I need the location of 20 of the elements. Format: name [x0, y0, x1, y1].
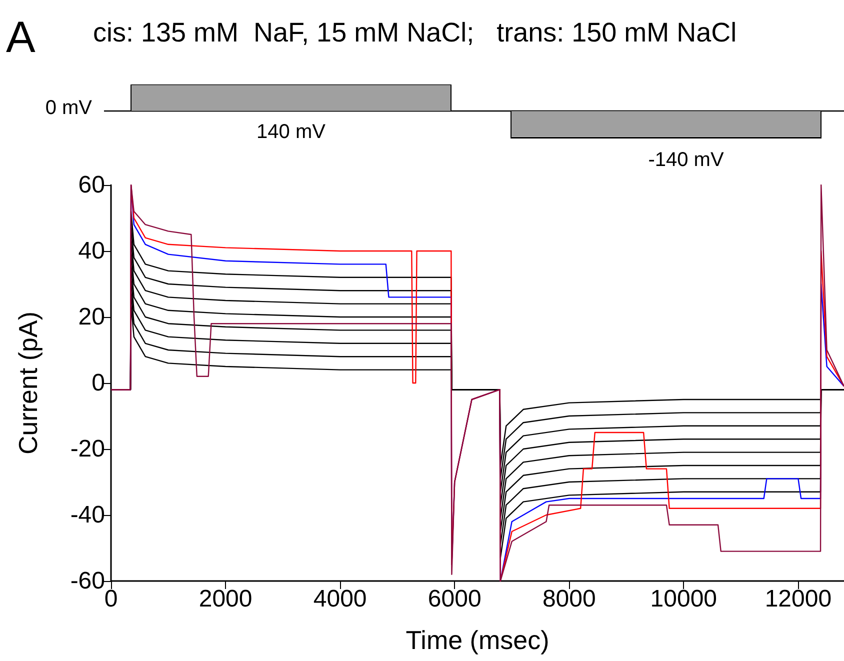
- chart-title: cis: 135 mM NaF, 15 mM NaCl; trans: 150 mM NaCl: [93, 18, 737, 48]
- y-tick-label: 0: [92, 370, 105, 396]
- x-tick-label: 4000: [313, 586, 367, 612]
- y-tick-label: -60: [70, 568, 105, 594]
- y-tick-label: 60: [78, 172, 105, 198]
- x-tick-label: 12000: [764, 586, 832, 612]
- x-tick-label: 6000: [428, 586, 482, 612]
- text: A: [6, 13, 36, 62]
- text: -140 mV: [648, 149, 724, 171]
- x-axis-title: Time (msec): [406, 625, 550, 655]
- y-tick-label: 20: [78, 304, 105, 330]
- y-tick-label: -40: [70, 502, 105, 528]
- text: 0 mV: [45, 97, 93, 119]
- text: 140 mV: [256, 121, 326, 143]
- x-tick-label: 2000: [198, 586, 252, 612]
- y-axis-title: Current (pA): [13, 311, 43, 455]
- y-tick-label: 40: [78, 238, 105, 264]
- x-tick-label: 10000: [650, 586, 718, 612]
- x-tick-label: 8000: [542, 586, 596, 612]
- y-tick-label: -20: [70, 436, 105, 462]
